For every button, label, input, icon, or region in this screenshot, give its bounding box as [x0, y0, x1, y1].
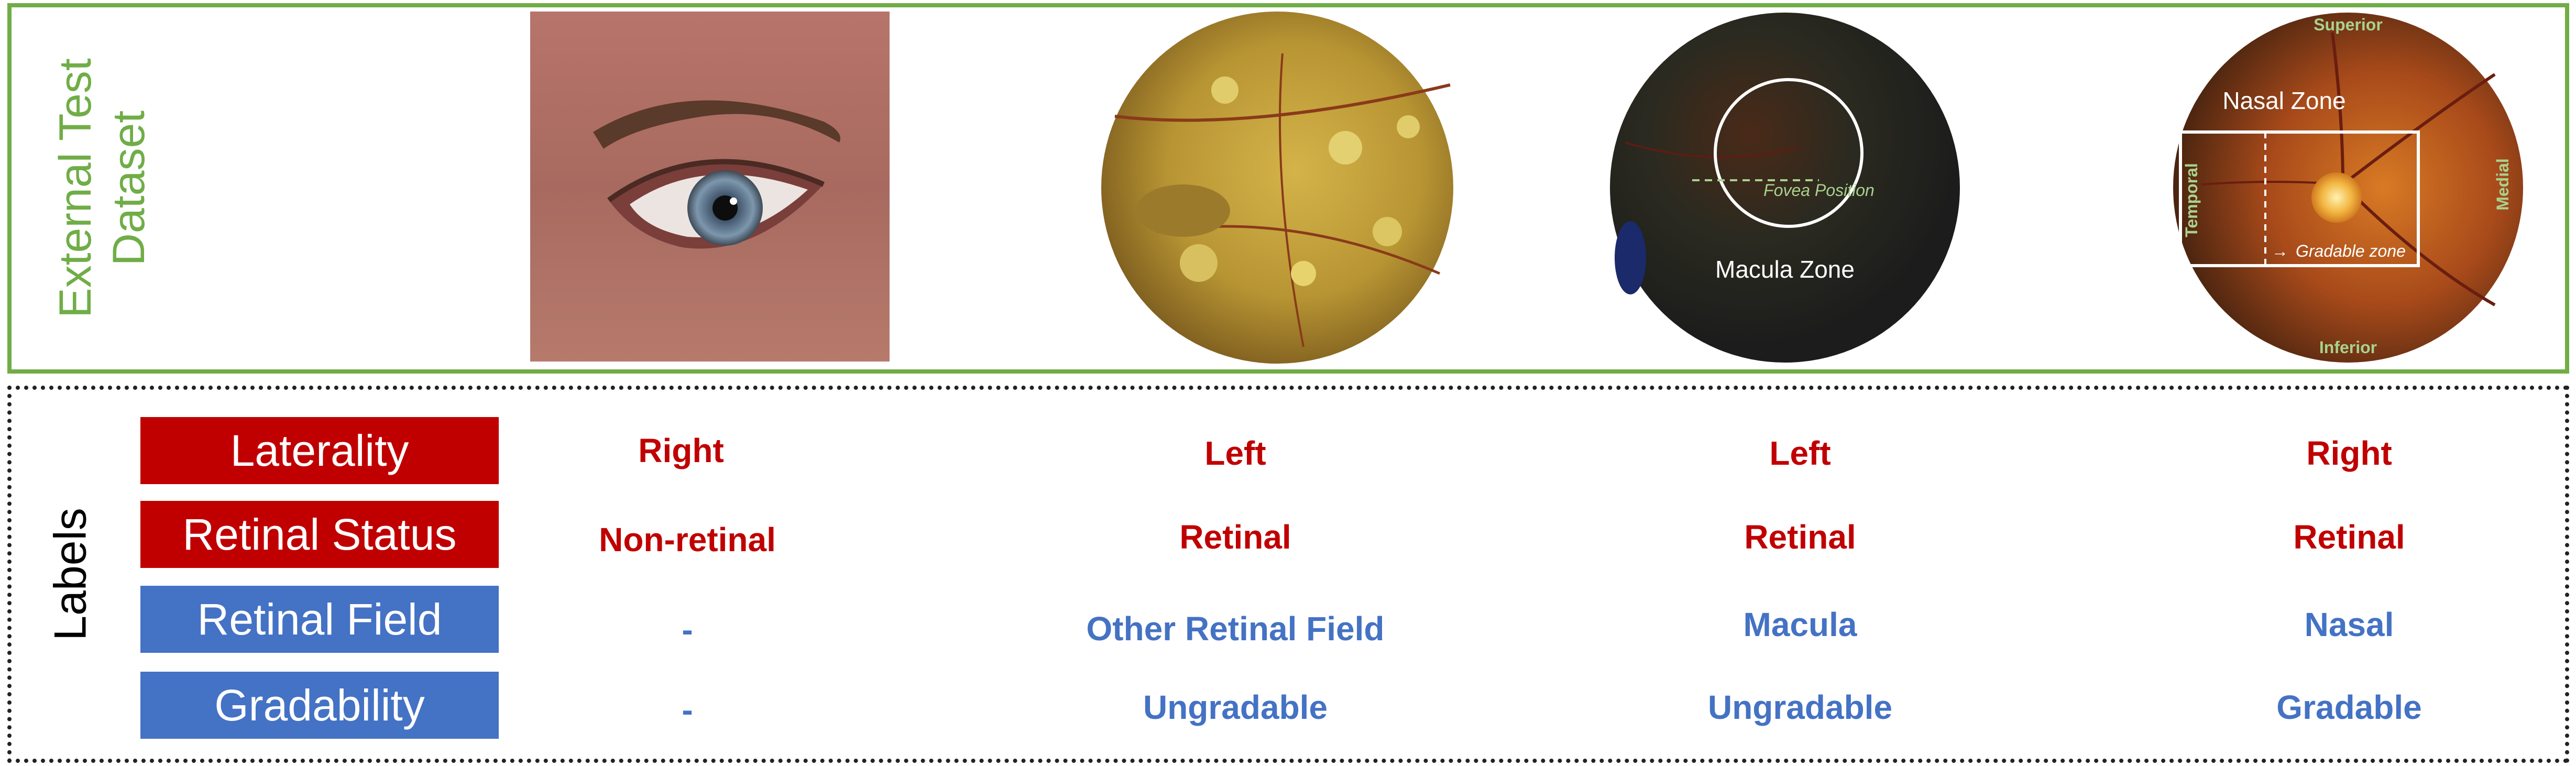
laterality-value: Left: [1204, 434, 1266, 472]
external-eye-photo: [530, 12, 890, 362]
gradable-zone-arrow: →: [2272, 242, 2288, 260]
laterality-value: Right: [638, 432, 724, 469]
retinal-field-value: Other Retinal Field: [1086, 610, 1385, 648]
retinal-field-value: Macula: [1743, 606, 1857, 643]
row-label-laterality: Laterality: [140, 417, 499, 484]
retinal-status-value: Retinal: [1179, 518, 1291, 556]
gradability-value: Ungradable: [1707, 688, 1893, 726]
gradability-value: Ungradable: [1143, 688, 1328, 726]
retinal-status-value: Non-retinal: [599, 521, 776, 559]
retinal-status-value: Retinal: [1744, 518, 1856, 556]
inferior-label: Inferior: [2319, 338, 2377, 357]
retinal-status-value: Retinal: [2293, 518, 2405, 556]
row-label-gradability: Gradability: [140, 672, 499, 739]
labels-title-box: Labels: [21, 386, 120, 763]
dataset-panel: [7, 3, 2569, 374]
fundus-image-other-field: [1094, 12, 1461, 364]
temporal-label: Temporal: [2182, 163, 2201, 237]
gradable-zone-label: Gradable zone: [2296, 242, 2406, 260]
fundus-image-nasal: Nasal Zone Superior Inferior Temporal Me…: [2170, 12, 2526, 364]
gradability-value: Gradable: [2276, 688, 2422, 726]
retinal-field-value: -: [682, 611, 693, 649]
superior-label: Superior: [2314, 15, 2383, 34]
labels-title: Labels: [45, 508, 96, 641]
dataset-title-box: External Test Dataset: [31, 7, 173, 369]
row-label-retinal-status: Retinal Status: [140, 501, 499, 568]
fundus-image-macula: Fovea Position Macula Zone: [1609, 12, 1960, 364]
dataset-title: External Test Dataset: [50, 58, 154, 318]
labels-panel: [7, 386, 2569, 763]
nasal-zone-label: Nasal Zone: [2222, 87, 2345, 114]
fovea-position-label: Fovea Position: [1763, 181, 1875, 200]
medial-label: Medial: [2493, 158, 2512, 211]
gradability-value: -: [682, 691, 693, 729]
row-label-retinal-field: Retinal Field: [140, 586, 499, 653]
macula-zone-label: Macula Zone: [1715, 256, 1855, 283]
laterality-value: Right: [2306, 434, 2392, 472]
retinal-field-value: Nasal: [2304, 606, 2394, 643]
laterality-value: Left: [1769, 434, 1831, 472]
